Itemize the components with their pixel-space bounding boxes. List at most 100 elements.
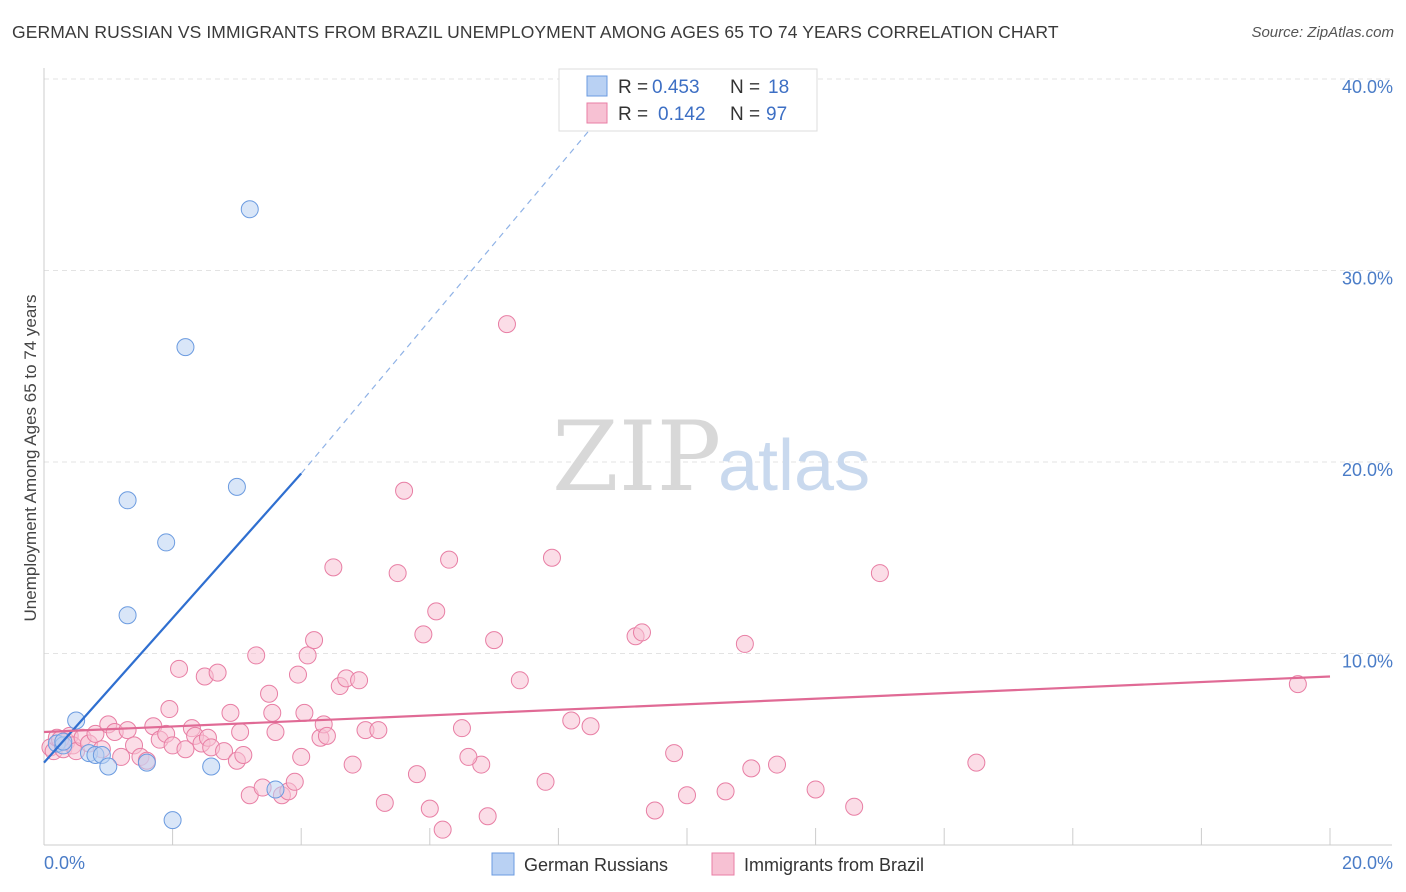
legend-swatch-brazil <box>586 102 608 124</box>
point-german-russians <box>99 757 118 776</box>
point-brazil <box>231 723 250 742</box>
point-brazil <box>967 753 986 772</box>
point-brazil <box>295 703 314 722</box>
point-brazil <box>176 740 195 759</box>
point-brazil <box>266 723 285 742</box>
point-brazil <box>735 634 754 653</box>
point-brazil <box>160 700 179 719</box>
bottom-legend-swatch-german-russians <box>491 852 515 876</box>
point-brazil <box>263 703 282 722</box>
point-brazil <box>350 671 369 690</box>
svg-text:N =: N = <box>730 77 760 98</box>
point-german-russians <box>176 338 195 357</box>
point-brazil <box>170 659 189 678</box>
trend-line-german-russians <box>43 472 303 764</box>
point-brazil <box>562 711 581 730</box>
legend-n-german-russians: 18 <box>768 77 789 98</box>
point-brazil <box>208 663 227 682</box>
legend-n-brazil: 97 <box>766 104 787 125</box>
bottom-legend-german-russians: German Russians <box>524 855 668 875</box>
point-brazil <box>285 772 304 791</box>
point-brazil <box>234 745 253 764</box>
point-brazil <box>478 807 497 826</box>
point-brazil <box>845 797 864 816</box>
trend-lines <box>43 120 1331 764</box>
svg-text:R =: R = <box>618 104 648 125</box>
point-brazil <box>395 481 414 500</box>
point-german-russians <box>118 491 137 510</box>
source-label: Source: ZipAtlas.com <box>1251 24 1394 41</box>
x-tick-label-min: 0.0% <box>44 853 85 873</box>
point-brazil <box>118 721 137 740</box>
y-tick-label-40: 40.0% <box>1342 77 1393 97</box>
point-brazil <box>1288 675 1307 694</box>
point-brazil <box>665 744 684 763</box>
point-brazil <box>510 671 529 690</box>
legend-r-brazil: 0.142 <box>658 104 706 125</box>
point-german-russians <box>266 780 285 799</box>
point-brazil <box>324 558 343 577</box>
y-tick-label-20: 20.0% <box>1342 460 1393 480</box>
point-brazil <box>292 747 311 766</box>
point-brazil <box>247 646 266 665</box>
trend-line-brazil <box>43 675 1331 734</box>
point-brazil <box>288 665 307 684</box>
point-brazil <box>317 726 336 745</box>
point-brazil <box>452 719 471 738</box>
point-brazil <box>260 684 279 703</box>
point-brazil <box>433 820 452 839</box>
y-tick-label-30: 30.0% <box>1342 269 1393 289</box>
point-brazil <box>407 765 426 784</box>
chart-title: GERMAN RUSSIAN VS IMMIGRANTS FROM BRAZIL… <box>12 22 1059 42</box>
point-german-russians <box>240 200 259 219</box>
point-brazil <box>427 602 446 621</box>
point-brazil <box>536 772 555 791</box>
correlation-legend: R = 0.453 N = 18 R = 0.142 N = 97 <box>558 68 818 132</box>
point-brazil <box>768 755 787 774</box>
axes <box>43 68 1392 846</box>
point-german-russians <box>118 606 137 625</box>
point-brazil <box>459 747 478 766</box>
point-german-russians <box>137 753 156 772</box>
point-german-russians <box>202 757 221 776</box>
point-brazil <box>215 742 234 761</box>
point-brazil <box>369 721 388 740</box>
data-points <box>41 200 1307 839</box>
legend-r-german-russians: 0.453 <box>652 77 700 98</box>
y-tick-label-10: 10.0% <box>1342 652 1393 672</box>
point-brazil <box>742 759 761 778</box>
bottom-legend-brazil: Immigrants from Brazil <box>744 855 924 875</box>
point-brazil <box>678 786 696 805</box>
point-brazil <box>343 755 362 774</box>
point-german-russians <box>227 477 246 496</box>
point-brazil <box>716 782 735 801</box>
point-brazil <box>414 625 433 644</box>
point-brazil <box>112 747 131 766</box>
point-brazil <box>420 799 439 818</box>
point-brazil <box>870 564 889 583</box>
y-axis-label: Unemployment Among Ages 65 to 74 years <box>21 295 40 622</box>
svg-text:N =: N = <box>730 104 760 125</box>
watermark: ZIP atlas <box>552 401 870 513</box>
point-brazil <box>485 631 504 650</box>
bottom-legend-swatch-brazil <box>711 852 735 876</box>
legend-swatch-german-russians <box>586 75 608 97</box>
point-brazil <box>497 315 516 334</box>
point-brazil <box>221 703 240 722</box>
point-brazil <box>375 793 394 812</box>
point-brazil <box>305 631 324 650</box>
tick-labels: 10.0% 20.0% 30.0% 40.0% 0.0% 20.0% <box>44 77 1393 873</box>
point-german-russians <box>163 811 182 830</box>
gridlines <box>44 78 1392 654</box>
point-brazil <box>542 548 561 567</box>
point-german-russians <box>67 711 86 730</box>
watermark-zip: ZIP <box>552 401 721 513</box>
series-legend: German Russians Immigrants from Brazil <box>491 852 924 876</box>
point-brazil <box>298 646 317 665</box>
point-brazil <box>632 623 651 642</box>
point-brazil <box>645 801 664 820</box>
point-brazil <box>806 780 825 799</box>
x-tick-label-max: 20.0% <box>1342 853 1393 873</box>
watermark-atlas: atlas <box>718 426 870 506</box>
